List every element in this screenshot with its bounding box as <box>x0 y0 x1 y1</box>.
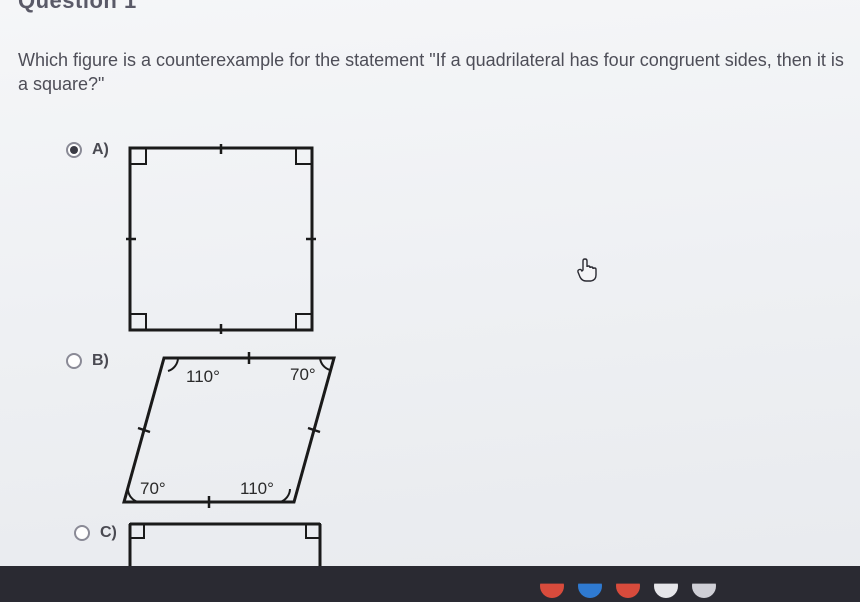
tray-icon[interactable] <box>540 574 564 598</box>
taskbar-tray <box>540 574 716 598</box>
radio-c[interactable] <box>74 525 90 541</box>
taskbar <box>0 566 860 602</box>
option-a[interactable]: A) <box>66 142 109 159</box>
radio-b[interactable] <box>66 353 82 369</box>
angle-b-top-right: 70° <box>290 365 316 384</box>
angle-b-bottom-left: 70° <box>140 479 166 498</box>
option-b[interactable]: B) <box>66 353 109 370</box>
option-b-label: B) <box>92 352 109 370</box>
radio-a[interactable] <box>66 142 82 158</box>
figure-a-square <box>126 144 316 339</box>
tray-icon[interactable] <box>692 574 716 598</box>
question-text: Which figure is a counterexample for the… <box>18 48 848 97</box>
angle-b-top-left: 110° <box>186 367 220 386</box>
option-c-label: C) <box>100 524 117 542</box>
angle-b-bottom-right: 110° <box>240 479 274 498</box>
figure-c-rectangle <box>126 520 324 571</box>
option-c[interactable]: C) <box>74 525 117 542</box>
cursor-pointer-icon <box>576 257 598 289</box>
tray-icon[interactable] <box>578 574 602 598</box>
option-a-label: A) <box>92 141 109 159</box>
tray-icon[interactable] <box>654 574 678 598</box>
question-number: Question 1 <box>18 0 137 14</box>
tray-icon[interactable] <box>616 574 640 598</box>
figure-b-rhombus: 110° 70° 70° 110° <box>120 352 344 517</box>
